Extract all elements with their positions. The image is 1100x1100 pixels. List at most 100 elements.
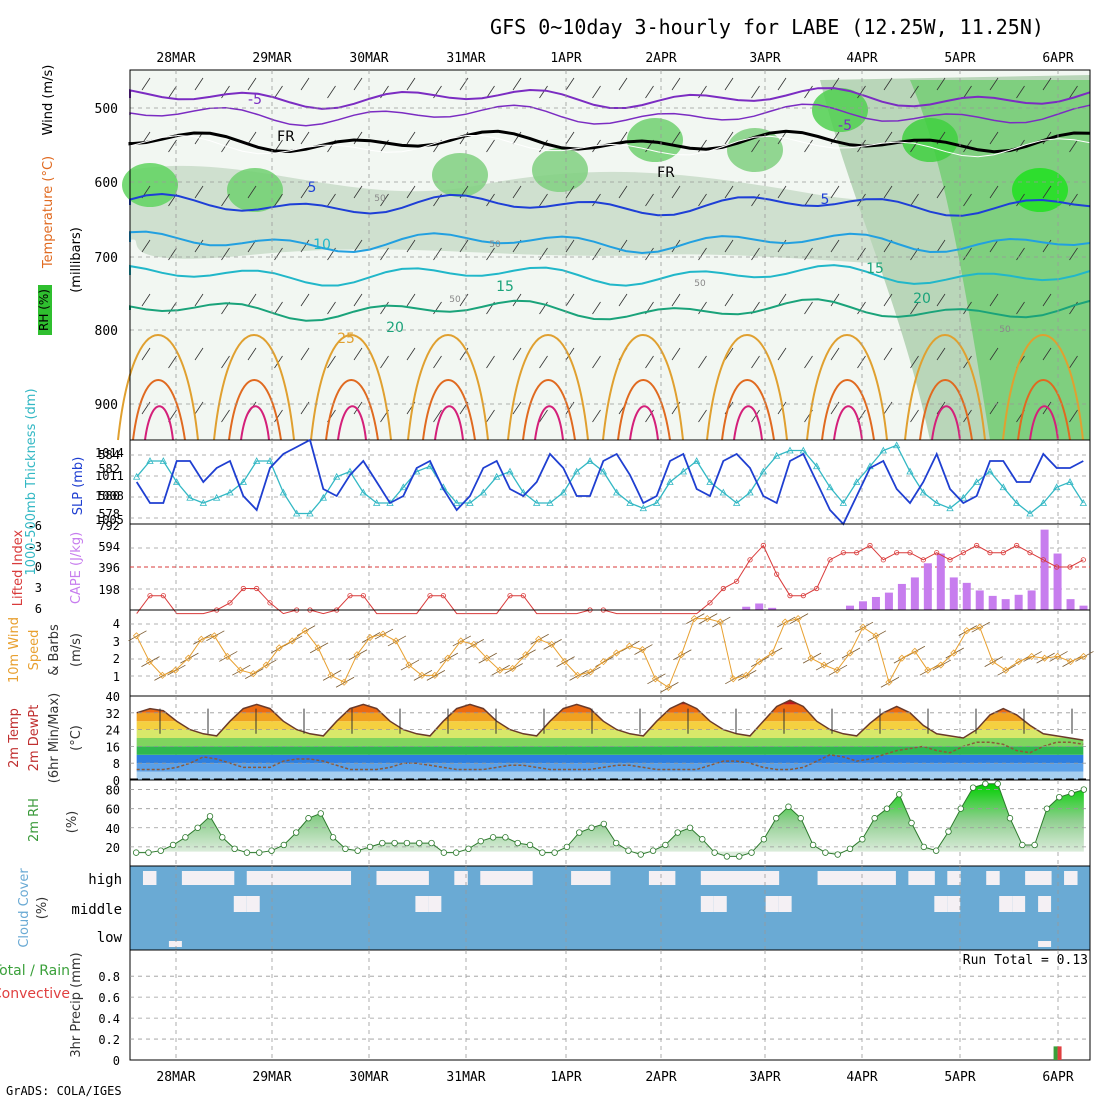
wind-speed-point bbox=[405, 661, 413, 669]
lifted-index-point bbox=[254, 585, 260, 592]
thickness-point bbox=[559, 488, 568, 496]
cape-bar bbox=[949, 577, 958, 610]
barb bbox=[963, 301, 972, 315]
cloud-high-clear bbox=[908, 871, 922, 885]
wind-speed-point bbox=[535, 635, 543, 643]
cape-bar bbox=[1066, 599, 1075, 610]
rh-point bbox=[625, 847, 632, 854]
thickness-point bbox=[359, 488, 368, 496]
wind-barb bbox=[465, 639, 484, 650]
barb bbox=[989, 347, 999, 361]
rh-point bbox=[871, 815, 878, 822]
cape-tick-198: 198 bbox=[98, 583, 120, 597]
wind-speed-point bbox=[638, 645, 646, 654]
rh-point bbox=[649, 847, 657, 854]
wind-speed-point bbox=[989, 658, 997, 666]
thickness-point bbox=[532, 499, 541, 506]
bottom-date-31MAR: 31MAR bbox=[446, 1070, 485, 1085]
wind-speed-point bbox=[781, 618, 789, 626]
bottom-date-2APR: 2APR bbox=[645, 1070, 676, 1085]
panel-frame-precip bbox=[129, 949, 1091, 1061]
barb bbox=[486, 409, 495, 423]
barb bbox=[724, 239, 734, 253]
wind-speed-point bbox=[768, 649, 776, 657]
isotherm-5 bbox=[129, 230, 1091, 255]
wind-speed-point bbox=[1015, 658, 1023, 666]
thickness-point bbox=[146, 457, 154, 464]
barb bbox=[1042, 293, 1052, 307]
cape-bar bbox=[910, 577, 919, 610]
wind-barb bbox=[738, 670, 757, 681]
rh-point bbox=[194, 824, 201, 831]
barb bbox=[168, 301, 177, 315]
wind-barb bbox=[504, 663, 523, 674]
cloud-high-clear bbox=[415, 871, 429, 885]
barb bbox=[274, 247, 283, 261]
temp-band-8 bbox=[136, 754, 1084, 764]
thickness-point bbox=[1012, 499, 1021, 506]
top-date-4APR: 4APR bbox=[846, 51, 877, 66]
barb bbox=[327, 193, 336, 207]
hot-lobe-6 bbox=[721, 379, 775, 441]
barb bbox=[274, 301, 283, 315]
rh-point bbox=[637, 851, 644, 858]
barb bbox=[194, 347, 204, 361]
warm-lobe-6 bbox=[706, 334, 788, 441]
wind-speed-point bbox=[664, 683, 672, 691]
barb bbox=[830, 239, 840, 253]
barb bbox=[539, 85, 548, 99]
wind-barb bbox=[932, 659, 952, 671]
barb bbox=[1016, 85, 1025, 99]
barb bbox=[168, 355, 177, 369]
rh-blob-8 bbox=[1012, 168, 1068, 212]
barb bbox=[512, 347, 522, 361]
rh-point bbox=[563, 843, 571, 851]
barb bbox=[327, 355, 336, 369]
barb bbox=[671, 293, 681, 307]
lifted-index-point bbox=[987, 550, 993, 556]
barb bbox=[1069, 247, 1078, 261]
barb bbox=[512, 185, 522, 199]
upper-ylabel-rh: RH (%) bbox=[37, 289, 51, 331]
temp-band-4 bbox=[136, 763, 1084, 772]
rh-point bbox=[231, 845, 238, 852]
barb bbox=[857, 247, 866, 261]
barb bbox=[777, 185, 787, 199]
cloud-high-clear bbox=[713, 871, 728, 885]
thickness-point bbox=[466, 499, 474, 506]
cloud-high-clear bbox=[259, 871, 274, 885]
cloud-high-clear bbox=[817, 871, 832, 885]
cloud-middle-clear bbox=[428, 896, 442, 912]
wind-speed-point bbox=[249, 670, 257, 678]
rh-point bbox=[292, 829, 300, 836]
barb bbox=[963, 355, 972, 369]
hotter-lobe-5 bbox=[629, 405, 659, 441]
thickness-point bbox=[986, 467, 994, 475]
wind-speed-point bbox=[794, 615, 802, 623]
barb bbox=[194, 293, 204, 307]
rh-point bbox=[760, 836, 768, 843]
temp-tick-40: 40 bbox=[106, 690, 120, 704]
wind-speed-point bbox=[275, 644, 283, 652]
isotherm-7 bbox=[129, 298, 1091, 322]
barb bbox=[1069, 85, 1078, 99]
hotter-lobe-1 bbox=[240, 405, 270, 441]
li-tick-3: 3 bbox=[35, 581, 42, 595]
isotherm-0 bbox=[129, 87, 1091, 110]
thickness-point bbox=[226, 488, 234, 496]
wind-speed-point bbox=[885, 678, 893, 686]
thickness-point bbox=[292, 509, 301, 517]
wind-speed-point bbox=[223, 652, 231, 661]
rh-point bbox=[502, 834, 509, 841]
temp-ylabel-1: 2m Temp bbox=[7, 708, 22, 768]
wind-speed-point bbox=[742, 671, 750, 679]
barb bbox=[433, 409, 442, 423]
barb bbox=[910, 85, 919, 99]
barb bbox=[406, 239, 416, 253]
wind-tick-4: 4 bbox=[113, 617, 120, 631]
wind-barb bbox=[660, 682, 679, 693]
warm-lobe-4 bbox=[507, 334, 589, 441]
wind-barb bbox=[296, 625, 316, 636]
wind-speed-point bbox=[301, 627, 309, 635]
barb bbox=[857, 355, 866, 369]
